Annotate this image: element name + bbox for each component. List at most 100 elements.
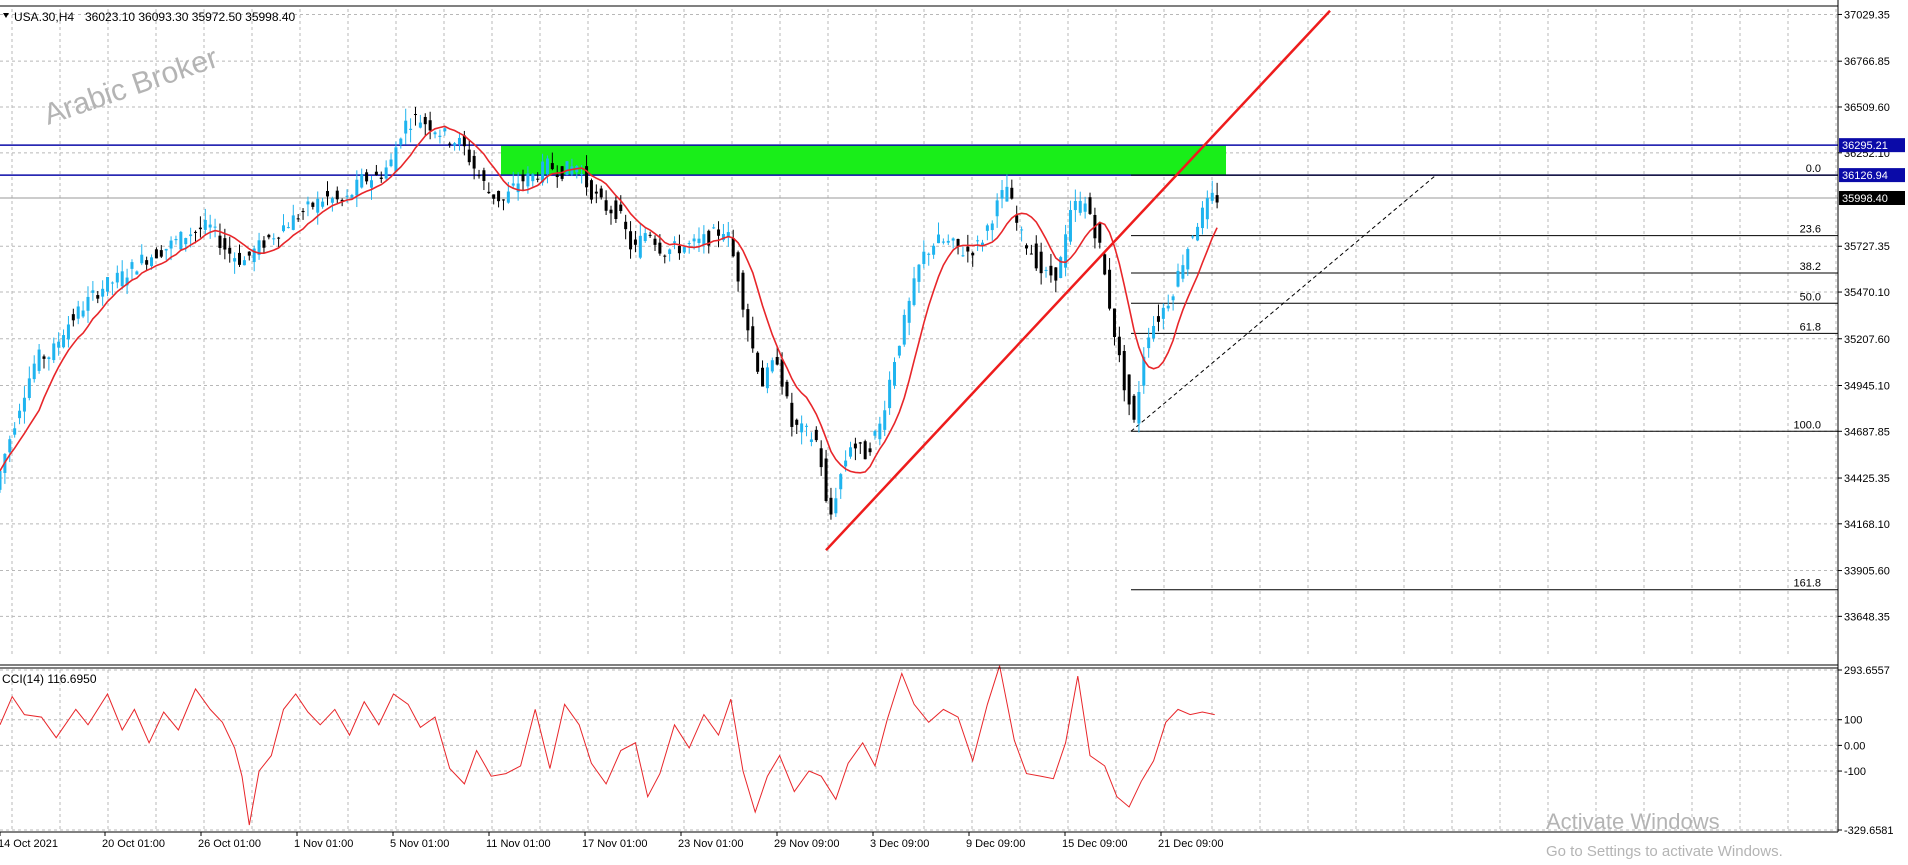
candle-body bbox=[76, 306, 80, 319]
candle-body bbox=[428, 120, 432, 131]
candle-body bbox=[946, 240, 950, 243]
candle-body bbox=[179, 231, 183, 250]
candle-body bbox=[1161, 307, 1165, 319]
candle-body bbox=[198, 227, 202, 230]
candle-body bbox=[1210, 192, 1214, 201]
candle-body bbox=[311, 202, 315, 207]
cci-tick-label: 100 bbox=[1844, 715, 1862, 727]
header-dropdown-icon[interactable] bbox=[3, 13, 9, 18]
time-tick-label: 20 Oct 01:00 bbox=[102, 838, 165, 850]
price-tick-label: 34687.85 bbox=[1844, 426, 1890, 438]
candle-body bbox=[1073, 200, 1077, 211]
candle-body bbox=[0, 470, 2, 490]
candle-body bbox=[707, 230, 711, 246]
candle-body bbox=[819, 448, 823, 468]
current-price-label: 35998.40 bbox=[1842, 193, 1888, 205]
cci-title: CCI(14) 116.6950 bbox=[2, 672, 97, 686]
time-tick-label: 5 Nov 01:00 bbox=[390, 838, 449, 850]
candle-body bbox=[990, 223, 994, 231]
candle-body bbox=[497, 190, 501, 202]
candle-body bbox=[330, 198, 334, 203]
candle-body bbox=[482, 170, 486, 181]
candle-body bbox=[1186, 249, 1190, 270]
candle-body bbox=[1191, 236, 1195, 238]
candle-body bbox=[316, 198, 320, 213]
cci-tick-label: 0.00 bbox=[1844, 740, 1865, 752]
candle-body bbox=[286, 227, 290, 229]
candle-body bbox=[863, 441, 867, 460]
moving-average-layer bbox=[0, 125, 1218, 474]
candle-body bbox=[917, 264, 921, 282]
candle-body bbox=[1064, 234, 1068, 268]
candle-body bbox=[663, 255, 667, 257]
candle-body bbox=[487, 191, 491, 194]
candle-body bbox=[570, 166, 574, 175]
candle-body bbox=[741, 272, 745, 310]
fib-level-label: 161.8 bbox=[1793, 578, 1821, 590]
header-ohlc: 36023.10 36093.30 35972.50 35998.40 bbox=[85, 10, 296, 24]
candle-body bbox=[369, 180, 373, 188]
candle-body bbox=[91, 290, 95, 293]
candle-body bbox=[399, 138, 403, 145]
candle-body bbox=[86, 296, 90, 311]
price-tick-label: 35727.35 bbox=[1844, 241, 1890, 253]
candle-body bbox=[453, 143, 457, 146]
candle-body bbox=[145, 260, 149, 265]
candle-body bbox=[834, 498, 838, 514]
candle-body bbox=[335, 190, 339, 200]
candle-body bbox=[1044, 269, 1048, 271]
fib-level-label: 61.8 bbox=[1800, 321, 1821, 333]
candle-body bbox=[238, 252, 242, 265]
candle-body bbox=[433, 132, 437, 135]
candle-body bbox=[130, 262, 134, 269]
candle-body bbox=[1156, 316, 1160, 322]
price-tick-label: 36509.60 bbox=[1844, 102, 1890, 114]
candle-body bbox=[521, 174, 525, 182]
candle-body bbox=[619, 204, 623, 212]
candle-body bbox=[247, 251, 251, 256]
candle-body bbox=[1142, 356, 1146, 386]
candle-body bbox=[927, 253, 931, 255]
candle-body bbox=[1171, 296, 1175, 301]
candle-body bbox=[47, 357, 51, 360]
candle-body bbox=[57, 341, 61, 348]
candle-body bbox=[218, 235, 222, 248]
price-tick-label: 33905.60 bbox=[1844, 566, 1890, 578]
candle-body bbox=[360, 174, 364, 188]
trendline-layer bbox=[825, 9, 1331, 552]
time-tick-label: 26 Oct 01:00 bbox=[198, 838, 261, 850]
fib-anchor-line bbox=[1130, 174, 1437, 432]
candle-body bbox=[526, 173, 530, 187]
candle-body bbox=[682, 246, 686, 253]
candle-body bbox=[897, 345, 901, 356]
candle-body bbox=[692, 238, 696, 242]
candle-body bbox=[751, 326, 755, 349]
candle-body bbox=[409, 128, 413, 130]
candle-body bbox=[154, 249, 158, 259]
time-tick-label: 14 Oct 2021 bbox=[0, 838, 58, 850]
price-tick-label: 36766.85 bbox=[1844, 56, 1890, 68]
candle-body bbox=[643, 233, 647, 242]
header-symbol: USA.30,H4 bbox=[14, 10, 74, 24]
candle-body bbox=[321, 201, 325, 207]
candle-body bbox=[1083, 203, 1087, 212]
candle-body bbox=[1122, 351, 1126, 391]
candle-body bbox=[477, 175, 481, 177]
candle-body bbox=[555, 174, 559, 178]
supply-zone-layer bbox=[501, 145, 1226, 176]
candle-body bbox=[648, 234, 652, 236]
candle-body bbox=[1029, 253, 1033, 255]
candle-body bbox=[902, 314, 906, 345]
candle-body bbox=[1205, 197, 1209, 220]
candle-body bbox=[252, 248, 256, 263]
candle-body bbox=[42, 356, 46, 359]
candle-body bbox=[1098, 222, 1102, 243]
trendline[interactable] bbox=[825, 9, 1331, 552]
candle-body bbox=[594, 191, 598, 194]
candle-body bbox=[492, 194, 496, 199]
candle-body bbox=[868, 448, 872, 453]
candle-body bbox=[242, 260, 246, 266]
price-flag-label: 36126.94 bbox=[1842, 170, 1888, 182]
